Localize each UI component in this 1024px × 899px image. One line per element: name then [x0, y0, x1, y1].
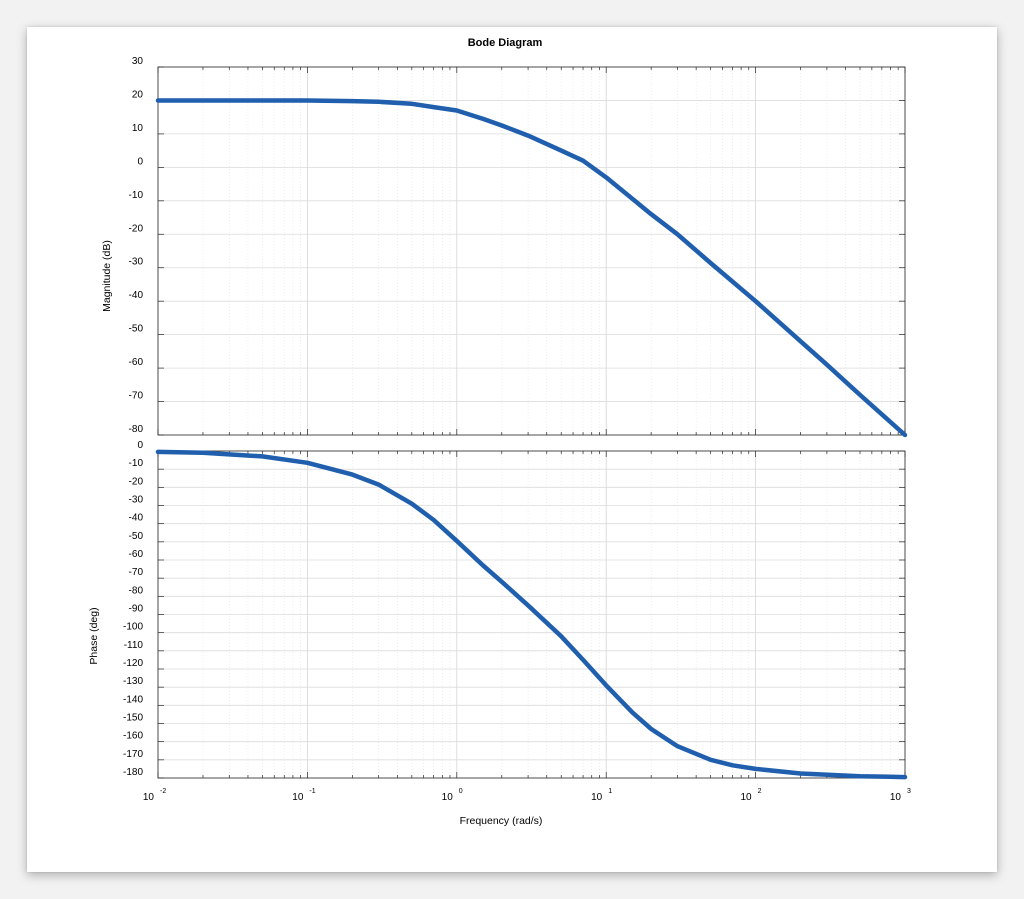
magnitude-ytick-label: 0 [137, 156, 143, 167]
xtick-label-exponent: -1 [309, 788, 315, 795]
phase-ytick-label: -80 [129, 585, 144, 596]
xtick-label-exponent: 1 [608, 788, 612, 795]
magnitude-ytick-label: -40 [129, 290, 144, 301]
phase-ytick-label: -40 [129, 513, 144, 524]
phase-ytick-label: -20 [129, 476, 144, 487]
magnitude-series-line [155, 98, 908, 438]
phase-series-line [155, 449, 908, 780]
xtick-label-base: 10 [143, 792, 155, 803]
magnitude-ytick-label: 10 [132, 123, 144, 134]
phase-ytick-label: -50 [129, 531, 144, 542]
phase-ylabel: Phase (deg) [88, 607, 100, 664]
xtick-label-base: 10 [890, 792, 902, 803]
phase-ytick-label: -60 [129, 549, 144, 560]
magnitude-ytick-label: -30 [129, 257, 144, 268]
magnitude-ylabel: Magnitude (dB) [101, 240, 113, 312]
phase-ytick-label: -70 [129, 567, 144, 578]
phase-ytick-label: -30 [129, 495, 144, 506]
magnitude-plot: 30 20 10 0 -10 -20 -30 -40 -50 -60 -70 -80 Magnitud… [101, 56, 908, 438]
phase-ytick-label: 0 [137, 440, 143, 451]
xtick-label-base: 10 [442, 792, 454, 803]
xtick-label-exponent: 3 [907, 788, 911, 795]
magnitude-ytick-label: 30 [132, 56, 144, 67]
magnitude-ytick-label: -50 [129, 324, 144, 335]
phase-ytick-label: -180 [123, 767, 143, 778]
xtick-label-exponent: -2 [160, 788, 166, 795]
magnitude-ytick-label: -20 [129, 223, 144, 234]
xtick-label-base: 10 [740, 792, 752, 803]
magnitude-ytick-label: 20 [132, 89, 144, 100]
phase-ytick-label: -170 [123, 749, 143, 760]
xtick-label-base: 10 [292, 792, 304, 803]
phase-ytick-label: -90 [129, 604, 144, 615]
phase-plot: 0 -10 -20 -30 -40 -50 -60 -70 -80 -90 -100 -110 -120… [88, 440, 908, 780]
phase-ytick-label: -110 [124, 640, 144, 651]
magnitude-ytick-label: -60 [129, 357, 144, 368]
phase-ytick-label: -120 [123, 658, 143, 669]
magnitude-ytick-label: -10 [129, 190, 144, 201]
phase-ytick-label: -160 [123, 731, 143, 742]
xtick-label-base: 10 [591, 792, 603, 803]
figure-page [27, 27, 997, 872]
phase-ytick-label: -100 [123, 622, 143, 633]
frequency-xlabel: Frequency (rad/s) [460, 815, 543, 827]
xtick-label-exponent: 0 [459, 788, 463, 795]
magnitude-ytick-label: -70 [129, 391, 144, 402]
chart-title: Bode Diagram [468, 37, 543, 49]
phase-ytick-label: -150 [123, 713, 143, 724]
phase-ytick-label: -140 [123, 694, 143, 705]
phase-ytick-label: -10 [129, 458, 144, 469]
magnitude-ytick-label: -80 [129, 424, 144, 435]
magnitude-axes-box [157, 66, 906, 436]
phase-ytick-label: -130 [123, 676, 143, 687]
xtick-label-exponent: 2 [758, 788, 762, 795]
